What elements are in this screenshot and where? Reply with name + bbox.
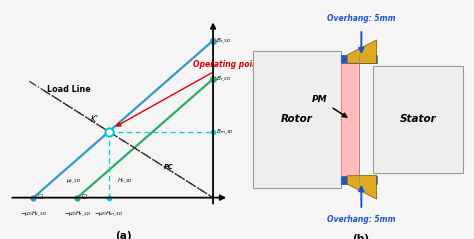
Bar <box>341 55 376 63</box>
Text: Load Line: Load Line <box>47 85 91 94</box>
Text: $B_{m\_3D}$: $B_{m\_3D}$ <box>216 127 234 136</box>
Text: Overhang: 5mm: Overhang: 5mm <box>327 14 396 23</box>
Text: Kʹ: Kʹ <box>91 115 98 124</box>
Bar <box>341 176 376 184</box>
Bar <box>374 66 463 173</box>
Bar <box>254 51 341 188</box>
Text: $H_{r\_2D}$: $H_{r\_2D}$ <box>118 177 133 185</box>
Text: $B_{r\_3D}$: $B_{r\_3D}$ <box>216 36 231 45</box>
Polygon shape <box>347 175 376 199</box>
Text: Stator: Stator <box>400 114 437 125</box>
Text: Overhang: 5mm: Overhang: 5mm <box>327 215 396 224</box>
Text: (b): (b) <box>352 234 369 239</box>
Text: $B_{r\_2D}$: $B_{r\_2D}$ <box>216 75 231 83</box>
Text: Rotor: Rotor <box>281 114 313 125</box>
Text: $-\mu_0H_{r\_3D}$: $-\mu_0H_{r\_3D}$ <box>20 209 47 218</box>
Text: $-\mu_0H_{r\_2D}$: $-\mu_0H_{r\_2D}$ <box>64 209 91 218</box>
Text: $\mu_{r\_3D}$: $\mu_{r\_3D}$ <box>66 178 81 185</box>
Text: (a): (a) <box>115 231 132 239</box>
Bar <box>341 55 359 184</box>
Text: Operating point: Operating point <box>117 60 261 126</box>
Text: $-\mu_0H_{m\_3D}$: $-\mu_0H_{m\_3D}$ <box>94 209 124 218</box>
Text: PM: PM <box>312 95 346 117</box>
Text: PC: PC <box>164 164 174 170</box>
Polygon shape <box>347 40 376 64</box>
